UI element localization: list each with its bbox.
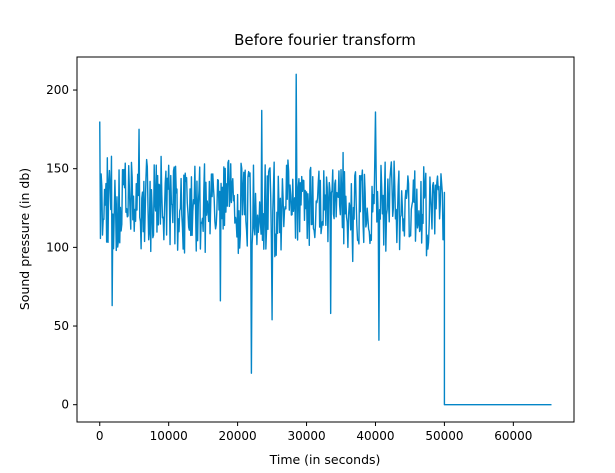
y-tick-label: 200 — [46, 83, 69, 97]
y-tick-label: 100 — [46, 240, 69, 254]
chart-title: Before fourier transform — [234, 31, 416, 49]
plot-frame — [76, 56, 575, 423]
series-layer — [99, 73, 552, 406]
x-tick-label: 10000 — [150, 429, 188, 443]
plot-background — [77, 57, 574, 422]
sound-pressure-line — [99, 73, 552, 406]
x-tick-label: 20000 — [219, 429, 257, 443]
x-axis-ticks: 0 10000 20000 30000 40000 50000 60000 — [96, 422, 532, 443]
x-tick-label: 0 — [96, 429, 104, 443]
y-tick-label: 150 — [46, 162, 69, 176]
x-axis-label: Time (in seconds) — [269, 452, 381, 467]
y-axis-label: Sound pressure (in db) — [17, 168, 32, 310]
y-axis-ticks: 0 50 100 150 200 — [46, 83, 77, 412]
y-tick-label: 50 — [54, 319, 69, 333]
x-tick-label: 30000 — [287, 429, 325, 443]
x-tick-label: 50000 — [425, 429, 463, 443]
y-tick-label: 0 — [61, 398, 69, 412]
x-tick-label: 60000 — [494, 429, 532, 443]
x-tick-label: 40000 — [356, 429, 394, 443]
